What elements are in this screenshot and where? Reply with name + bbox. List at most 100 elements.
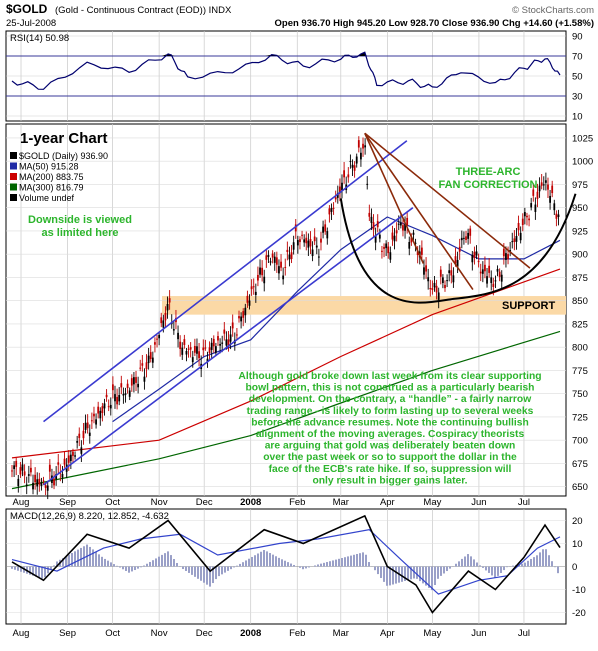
price-bar-body [242,311,245,318]
price-bar-body [244,307,247,316]
price-bar-body [307,240,310,248]
price-bar-body [204,347,207,349]
commentary-line: over the past week or so to support the … [263,452,517,463]
macd-hist-bar [362,552,364,567]
month-label: Feb [289,497,305,508]
macd-hist-bar [71,553,73,567]
macd-hist-bar [77,549,79,567]
trendlines [43,132,531,486]
price-bar-body [347,174,350,178]
rsi-tick-label: 70 [572,52,583,63]
legend-entry: MA(300) 816.79 [19,183,84,193]
macd-hist-bar [428,566,430,588]
price-bar-body [214,346,217,353]
fan-annotation: THREE-ARC [456,166,521,178]
price-bar-body [38,478,41,485]
macd-hist-bar [365,554,367,567]
price-bar-body [240,316,243,322]
legend-swatch [10,162,17,170]
price-tick-label: 700 [572,436,588,447]
price-bar-body [217,336,219,341]
macd-hist-bar [383,566,385,582]
price-bar-body [141,363,144,366]
macd-hist-bar [149,561,151,567]
price-bar-body [128,390,131,397]
month-label: May [423,628,441,639]
macd-hist-bar [197,566,199,579]
macd-hist-bar [350,555,352,567]
price-bar-body [282,275,285,280]
macd-hist-bar [11,566,13,569]
macd-hist-bar [305,566,307,569]
macd-hist-bar [53,565,55,567]
price-bar-body [305,237,308,244]
price-bar-body [311,249,314,257]
price-bar-body [519,232,522,241]
month-label: Nov [151,497,168,508]
legend-swatch [10,194,17,201]
price-bar-body [267,255,270,257]
price-bar-body [505,253,507,260]
price-bar-body [486,276,488,284]
macd-hist-bar [287,562,289,567]
macd-hist-bar [407,566,409,581]
macd-hist-bar [455,563,457,567]
macd-hist-bar [38,566,40,578]
macd-hist-bar [260,551,262,567]
macd-hist-bar [191,566,193,575]
macd-hist-bar [242,562,244,567]
macd-hist-bar [329,561,331,567]
macd-hist-bar [236,565,238,567]
price-bar-body [219,343,221,346]
macd-tick-label: 20 [572,516,583,527]
macd-hist-bar [314,565,316,567]
macd-hist-bar [41,566,43,579]
price-tick-label: 1000 [572,157,593,168]
price-bar-body [25,484,28,486]
price-bar-body [223,329,226,334]
price-bar-body [130,378,133,386]
macd-hist-bar [506,566,508,568]
price-bar-body [76,441,79,443]
price-bar-body [391,232,394,240]
price-bar-body [330,208,333,212]
price-bar-body [553,203,556,211]
macd-hist-bar [482,566,484,568]
macd-hist-bar [539,552,541,567]
macd-hist-bar [131,566,133,572]
trendline-fan-arc-2 [364,132,474,290]
downside-annotation: as limited here [41,227,118,239]
price-tick-label: 875 [572,273,588,284]
macd-hist-bar [410,566,412,580]
price-bar-body [280,261,282,268]
price-bar-body [231,322,234,329]
price-bar-body [137,383,140,388]
price-bar-body [238,316,240,319]
macd-hist-bar [377,566,379,575]
symbol-description: (Gold - Continuous Contract (EOD)) INDX [55,5,232,16]
month-axis-macd: Aug Sep Oct Nov Dec 2008 Feb Mar Apr May Jun Jul [13,628,530,639]
macd-hist-bar [524,562,526,567]
trendline-lower-channel [43,207,414,486]
price-bar-body [534,204,537,212]
macd-hist-bar [458,561,460,567]
price-bars [11,136,560,500]
price-bar-body [286,249,289,253]
price-bar-body [484,264,486,272]
legend-swatch [10,173,17,180]
price-bar-body [88,432,91,436]
price-bar-body [385,243,388,249]
chart-period-title: 1-year Chart [20,130,108,147]
macd-hist-bar [68,554,70,567]
price-bar-body [196,346,198,354]
macd-hist-bar [194,566,196,577]
macd-hist-bar [56,561,58,567]
price-bar-body [21,464,24,471]
macd-hist-bar [98,554,100,567]
price-bar-body [151,357,154,363]
price-bar-body [402,225,404,231]
macd-hist-bar [155,558,157,567]
macd-hist-bar [332,560,334,567]
commentary-line: Although gold broke down last week from … [238,371,541,382]
commentary-line: are arguing that gold was deliberately b… [265,441,516,452]
